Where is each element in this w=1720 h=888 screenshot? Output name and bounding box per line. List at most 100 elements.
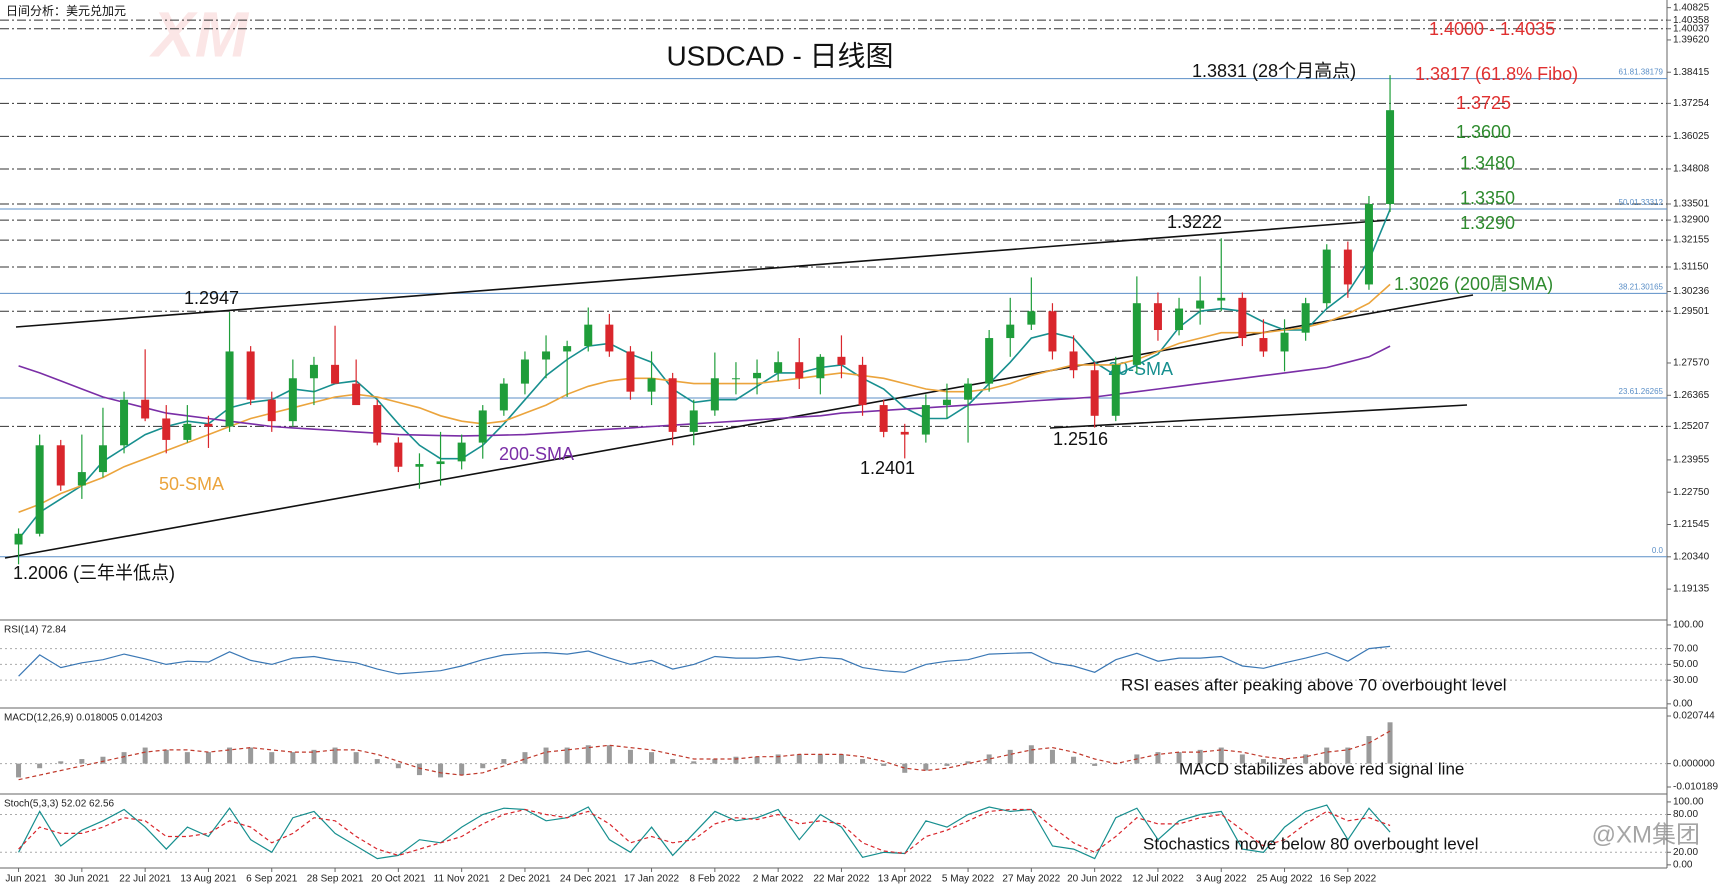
candle-body <box>204 423 213 427</box>
histogram-bar <box>965 761 971 764</box>
candle-body <box>1153 303 1162 331</box>
histogram-bar <box>986 754 992 764</box>
candle-body <box>1259 338 1268 352</box>
moving-average-line <box>18 345 1391 437</box>
candle-body <box>141 399 150 419</box>
y-tick-label: 1.25207 <box>1673 421 1710 432</box>
annotation: 1.2006 (三年半低点) <box>13 563 175 583</box>
candle-body <box>1006 324 1015 339</box>
series-label: 50-SMA <box>159 474 224 494</box>
histogram-bar <box>649 752 655 764</box>
histogram-bar <box>438 763 444 778</box>
candle-body <box>942 399 951 406</box>
candle-body <box>710 378 719 411</box>
indicator-line <box>18 804 1391 860</box>
candle-body <box>520 359 529 384</box>
logo: XM <box>149 0 250 70</box>
y-tick-label: 1.20340 <box>1673 551 1710 562</box>
histogram-bar <box>142 747 148 764</box>
histogram-bar <box>374 759 380 764</box>
fibo-label: 61.81.38179 <box>1619 68 1664 77</box>
candle-body <box>1027 311 1036 325</box>
annotation: 1.3831 (28个月高点) <box>1192 61 1356 81</box>
histogram-bar <box>416 763 422 776</box>
candle-body <box>162 418 171 440</box>
candle-body <box>120 399 129 446</box>
y-tick-label: 100.00 <box>1673 620 1704 631</box>
histogram-bar <box>1260 759 1266 764</box>
candle-body <box>436 461 445 465</box>
y-tick-label: 1.21545 <box>1673 519 1710 530</box>
series-label: 200-SMA <box>499 444 574 464</box>
candle-body <box>964 383 973 400</box>
x-tick-label: 28 Sep 2021 <box>307 874 364 885</box>
y-tick-label: 0.020744 <box>1673 711 1715 722</box>
y-tick-label: 1.34808 <box>1673 164 1710 175</box>
histogram-bar <box>1049 749 1055 764</box>
histogram-bar <box>205 752 211 764</box>
candle-body <box>879 405 888 432</box>
trendline <box>1049 404 1468 429</box>
x-tick-label: 30 Jun 2021 <box>54 874 109 885</box>
x-tick-label: 25 Aug 2022 <box>1256 874 1313 885</box>
histogram-bar <box>543 747 549 764</box>
candle-body <box>1111 364 1120 416</box>
histogram-bar <box>459 763 465 776</box>
histogram-bar <box>395 763 401 769</box>
indicator-line <box>18 808 1391 857</box>
indicator-line <box>18 730 1391 781</box>
y-tick-label: 20.00 <box>1673 847 1698 858</box>
y-tick-label: 1.31150 <box>1673 262 1709 273</box>
candle-body <box>731 378 740 380</box>
y-tick-label: 1.30236 <box>1673 286 1710 297</box>
histogram-bar <box>79 759 85 764</box>
y-tick-label: 0.00 <box>1673 698 1693 709</box>
histogram-bar <box>754 756 760 764</box>
fibo-label: 0.0 <box>1652 546 1664 555</box>
y-tick-label: 1.27570 <box>1673 358 1710 369</box>
y-tick-label: 1.40037 <box>1673 23 1710 34</box>
fibo-label: 23.61.26265 <box>1619 387 1664 396</box>
histogram-bar <box>1071 756 1077 764</box>
histogram-bar <box>838 754 844 764</box>
x-tick-label: 22 Jul 2021 <box>119 874 171 885</box>
histogram-bar <box>670 759 676 764</box>
panel-title: Stoch(5,3,3) 52.02 62.56 <box>4 799 115 810</box>
candle-body <box>900 431 909 435</box>
y-tick-label: 1.26365 <box>1673 390 1710 401</box>
histogram-bar <box>501 759 507 764</box>
x-tick-label: 22 Mar 2022 <box>813 874 870 885</box>
candle-body <box>1322 249 1331 304</box>
annotation: 1.3026 (200周SMA) <box>1394 274 1553 294</box>
y-tick-label: 1.19135 <box>1673 584 1710 595</box>
candle-body <box>499 383 508 411</box>
y-tick-label: 1.32900 <box>1673 215 1710 226</box>
y-tick-label: -0.010189 <box>1673 782 1718 793</box>
histogram-bar <box>902 763 908 773</box>
panel-title: RSI(14) 72.84 <box>4 625 67 636</box>
fibo-label: 50.01.33312 <box>1619 198 1664 207</box>
histogram-bar <box>1028 745 1034 764</box>
x-tick-label: 24 Dec 2021 <box>560 874 617 885</box>
trendline <box>15 219 1391 328</box>
annotation: 1.2401 <box>860 458 915 478</box>
histogram-bar <box>522 752 528 764</box>
candle-body <box>858 364 867 406</box>
candle-body <box>373 405 382 443</box>
annotation: 1.3222 <box>1167 212 1222 232</box>
histogram-bar <box>775 754 781 764</box>
candle-body <box>1343 249 1352 285</box>
candle-body <box>542 351 551 360</box>
y-tick-label: 1.40358 <box>1673 15 1710 26</box>
candle-body <box>668 378 677 432</box>
candle-body <box>1196 300 1205 309</box>
x-tick-label: 2 Dec 2021 <box>499 874 551 885</box>
x-tick-label: 5 May 2022 <box>942 874 995 885</box>
candle-body <box>689 410 698 432</box>
candle-body <box>225 351 234 427</box>
trendline <box>4 294 1474 559</box>
x-tick-label: 20 Jun 2022 <box>1067 874 1122 885</box>
candle-body <box>1217 297 1226 301</box>
